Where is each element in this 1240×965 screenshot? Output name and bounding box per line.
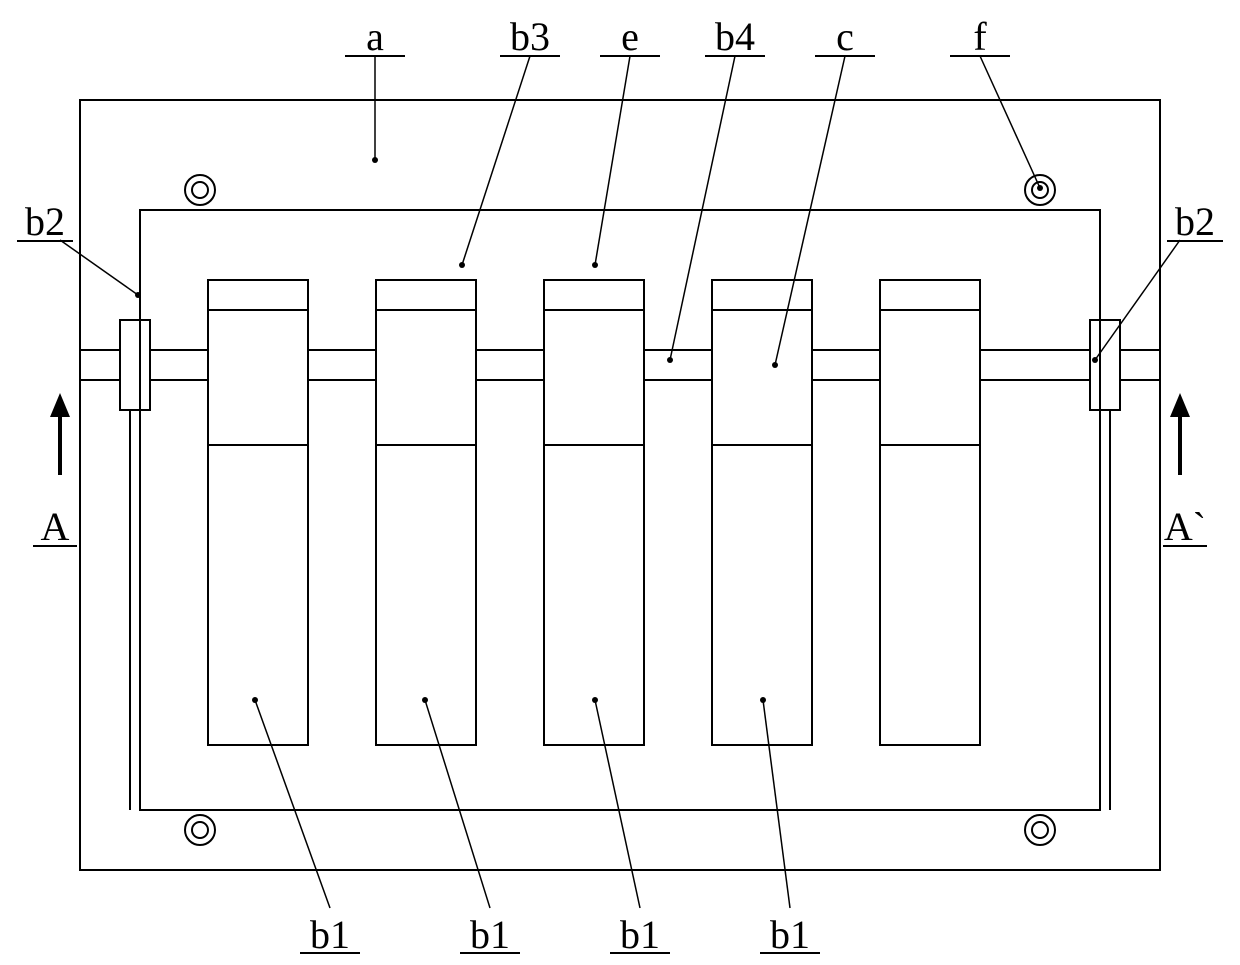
section-arrow-right-head [1170,393,1190,417]
top-label-5: f [973,14,987,59]
leader-b2-1 [1095,240,1180,360]
top-label-3: b4 [715,14,755,59]
side-label-b2-0: b2 [25,199,65,244]
leader-top-3 [670,56,735,360]
slot-2 [544,280,644,745]
leader-dot-top-0 [372,157,378,163]
leader-top-5 [980,56,1040,188]
shaft-block-right [1090,320,1120,410]
leader-bottom-3 [763,700,790,908]
leader-dot-top-3 [667,357,673,363]
ring-inner-0 [192,182,208,198]
inner-frame [140,210,1100,810]
section-arrow-left-head [50,393,70,417]
leader-dot-bottom-3 [760,697,766,703]
leader-bottom-0 [255,700,330,908]
ring-inner-3 [1032,822,1048,838]
section-label-right: A` [1164,504,1206,549]
leader-b2-0 [60,240,138,295]
top-label-1: b3 [510,14,550,59]
leader-dot-top-5 [1037,185,1043,191]
bottom-label-1: b1 [470,912,510,957]
bottom-label-2: b1 [620,912,660,957]
ring-outer-2 [185,815,215,845]
leader-top-2 [595,56,630,265]
leader-dot-top-4 [772,362,778,368]
leader-dot-bottom-1 [422,697,428,703]
leader-dot-top-2 [592,262,598,268]
outer-frame [80,100,1160,870]
leader-dot-bottom-0 [252,697,258,703]
ring-inner-2 [192,822,208,838]
leader-top-1 [462,56,530,265]
side-label-b2-1: b2 [1175,199,1215,244]
slot-4 [880,280,980,745]
ring-outer-0 [185,175,215,205]
leader-bottom-2 [595,700,640,908]
slot-0 [208,280,308,745]
top-label-2: e [621,14,639,59]
leader-dot-bottom-2 [592,697,598,703]
leader-dot-top-1 [459,262,465,268]
leader-bottom-1 [425,700,490,908]
top-label-0: a [366,14,384,59]
leader-dot-b2-1 [1092,357,1098,363]
section-label-left: A [41,504,70,549]
top-label-4: c [836,14,854,59]
slot-1 [376,280,476,745]
bottom-label-0: b1 [310,912,350,957]
bottom-label-3: b1 [770,912,810,957]
ring-outer-3 [1025,815,1055,845]
shaft-block-left [120,320,150,410]
slot-3 [712,280,812,745]
leader-dot-b2-0 [135,292,141,298]
